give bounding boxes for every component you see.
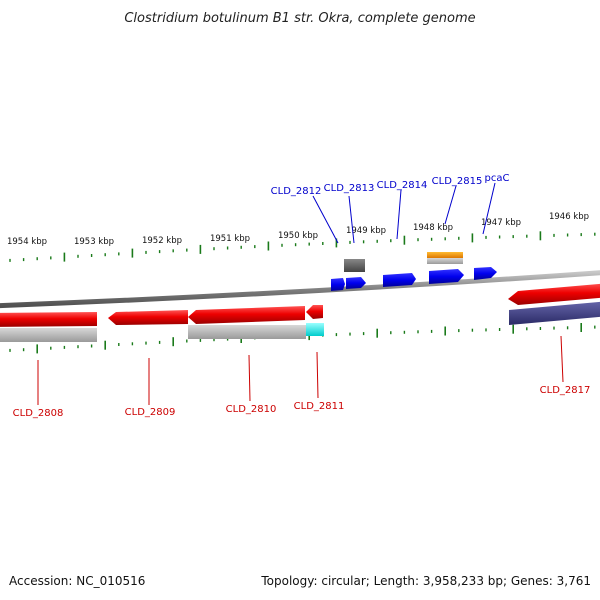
scale-label-1946: 1946 kbp — [549, 212, 589, 222]
callout-line-cld2813 — [348, 195, 355, 244]
gene-arrow-cld2817[interactable] — [508, 283, 600, 305]
gene-arrow-cld2813[interactable] — [346, 277, 366, 289]
gene-label-cld2812[interactable]: CLD_2812 — [271, 186, 322, 197]
scale-label-1948: 1948 kbp — [413, 223, 453, 233]
gene-cld2813-rna[interactable] — [344, 259, 365, 272]
callout-line-cld2810 — [248, 354, 251, 402]
callout-line-cld2814 — [396, 189, 402, 240]
top-gene-labels: CLD_2812 CLD_2813 CLD_2814 CLD_2815 pcaC — [271, 173, 510, 197]
scale-label-1954: 1954 kbp — [7, 237, 47, 247]
gene-cld2810-gray[interactable] — [188, 325, 306, 339]
scale-label-1952: 1952 kbp — [142, 236, 182, 246]
accession-text: Accession: NC_010516 — [9, 574, 146, 588]
gene-cld2815-gray[interactable] — [427, 258, 463, 264]
gene-label-pcac[interactable]: pcaC — [485, 173, 510, 184]
gene-label-cld2808[interactable]: CLD_2808 — [13, 408, 64, 419]
outer-tick-track — [9, 231, 596, 262]
bottom-gene-labels: CLD_2808 CLD_2809 CLD_2810 CLD_2811 CLD_… — [13, 385, 591, 419]
top-callout-lines — [312, 182, 496, 244]
gene-arrow-cld2811[interactable] — [306, 305, 323, 319]
scale-label-1949: 1949 kbp — [346, 226, 386, 236]
map-title: Clostridium botulinum B1 str. Okra, comp… — [124, 11, 475, 26]
genome-summary-text: Topology: circular; Length: 3,958,233 bp… — [261, 574, 591, 588]
gene-arrow-cld2808[interactable] — [0, 312, 97, 327]
forward-genes — [331, 252, 497, 291]
gene-label-cld2817[interactable]: CLD_2817 — [540, 385, 591, 396]
scale-label-1951: 1951 kbp — [210, 234, 250, 244]
gene-label-cld2814[interactable]: CLD_2814 — [377, 180, 428, 191]
scale-label-1950: 1950 kbp — [278, 231, 318, 241]
scale-label-1947: 1947 kbp — [481, 218, 521, 228]
gene-label-cld2810[interactable]: CLD_2810 — [226, 404, 277, 415]
gene-arrow-cld2815[interactable] — [429, 269, 464, 284]
gene-cld2817-navy[interactable] — [509, 301, 600, 325]
gene-label-cld2813[interactable]: CLD_2813 — [324, 183, 375, 194]
gene-arrow-cld2810[interactable] — [188, 306, 305, 324]
gene-cld2815-orange[interactable] — [427, 252, 463, 258]
callout-line-cld2817 — [560, 335, 564, 383]
gene-arrow-pcac[interactable] — [474, 267, 497, 280]
gene-cld2808-gray[interactable] — [0, 328, 97, 342]
callout-line-cld2811 — [316, 351, 319, 399]
scale-labels: 1954 kbp 1953 kbp 1952 kbp 1951 kbp 1950… — [7, 212, 589, 247]
gene-cld2811-cyan[interactable] — [306, 323, 324, 336]
gene-label-cld2815[interactable]: CLD_2815 — [432, 176, 483, 187]
gene-arrow-cld2814[interactable] — [383, 273, 416, 287]
gene-arrow-cld2809[interactable] — [108, 310, 188, 325]
callout-line-cld2812 — [312, 195, 339, 244]
genome-backbone — [0, 270, 600, 309]
bottom-callout-lines — [37, 335, 564, 405]
gene-arrow-cld2812[interactable] — [331, 278, 345, 291]
gene-label-cld2809[interactable]: CLD_2809 — [125, 407, 176, 418]
scale-label-1953: 1953 kbp — [74, 237, 114, 247]
callout-line-pcac — [482, 182, 496, 235]
gene-label-cld2811[interactable]: CLD_2811 — [294, 401, 345, 412]
callout-line-cld2815 — [444, 185, 457, 225]
reverse-genes — [0, 283, 600, 342]
